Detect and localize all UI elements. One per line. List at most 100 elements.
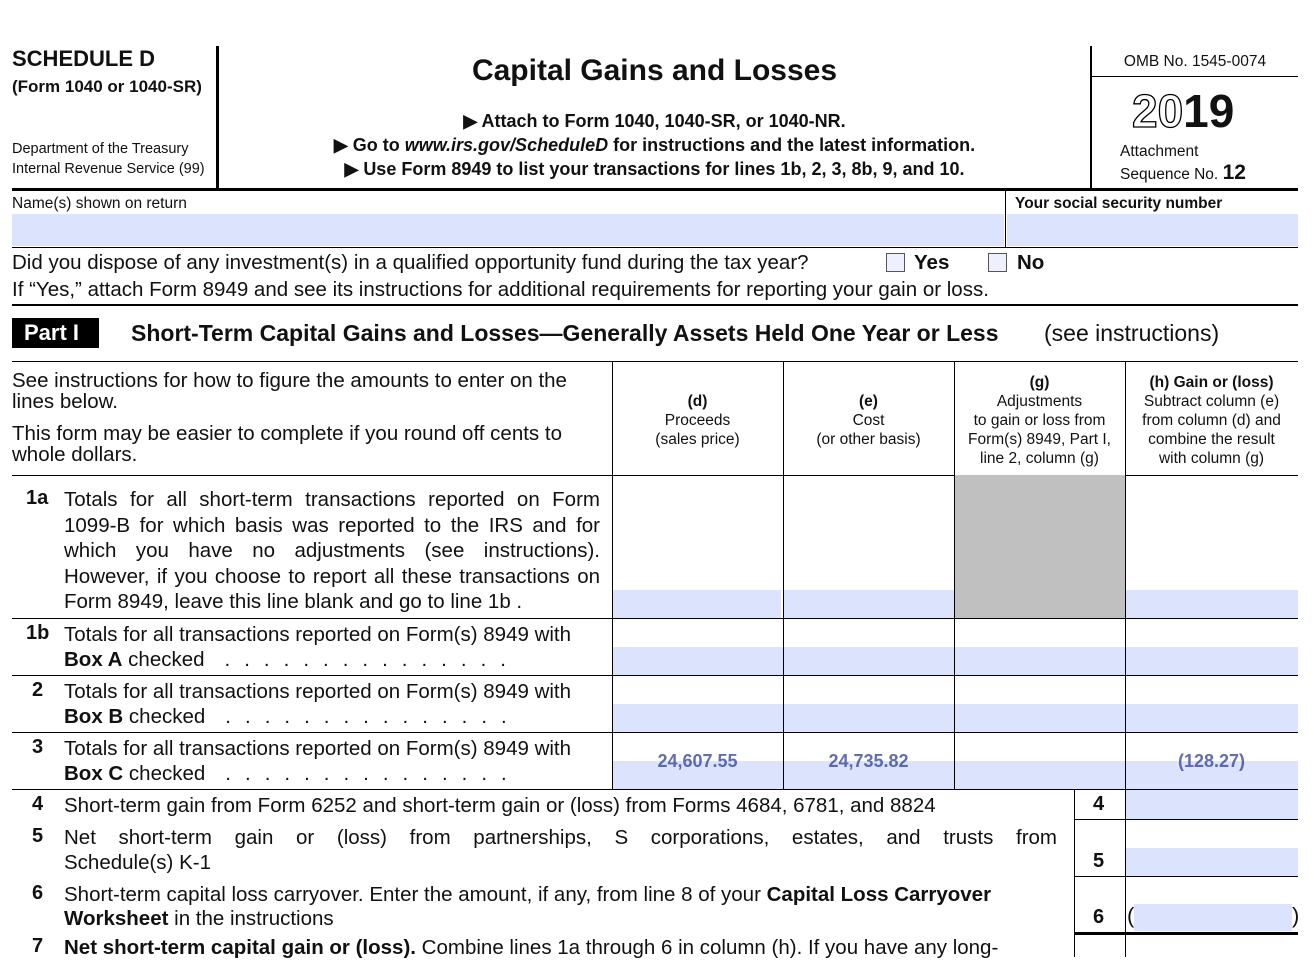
line-3-text: Totals for all transactions reported on …: [64, 737, 572, 760]
line-2-text: Totals for all transactions reported on …: [64, 680, 572, 703]
line-1b-text: Totals for all transactions reported on …: [64, 623, 572, 646]
yes-label: Yes: [914, 251, 950, 274]
line-3-checked: checked: [123, 762, 206, 785]
col-g-l4: line 2, column (g): [980, 450, 1099, 467]
col-d-letter: (d): [687, 393, 708, 410]
line-4-number: 4: [32, 793, 44, 815]
omb-number: OMB No. 1545-0074: [1123, 53, 1267, 70]
col-h-header: (h) Gain or (loss) Subtract column (e) fro…: [1125, 373, 1298, 468]
no-label: No: [1017, 251, 1045, 274]
col-h-l3: combine the result: [1148, 431, 1275, 448]
form-ref: (Form 1040 or 1040-SR): [12, 77, 202, 96]
line-7-text: Net short-term capital gain or (loss). C…: [64, 935, 998, 960]
sequence-label: Sequence No. 12: [1120, 161, 1246, 185]
box-b: Box B: [64, 705, 124, 728]
qof-question: Did you dispose of any investment(s) in …: [12, 251, 809, 274]
part-note: (see instructions): [1044, 320, 1220, 346]
fields-1b[interactable]: [613, 647, 1298, 675]
irs-label: Internal Revenue Service (99): [12, 161, 205, 177]
line-3-text2: Box C checked...............: [64, 762, 521, 785]
fields-2[interactable]: [613, 704, 1298, 732]
line-1a-text: Totals for all short-term transactions r…: [64, 488, 600, 613]
year-bold: 19: [1183, 85, 1235, 137]
col-g-l2: to gain or loss from: [973, 412, 1106, 429]
line-6-text2b: in the instructions: [168, 907, 334, 930]
worksheet-label: Worksheet: [64, 907, 169, 930]
col-e-header: (e) Cost (or other basis): [783, 392, 954, 449]
year-outline: 20: [1131, 84, 1184, 137]
intro-2: This form may be easier to complete if y…: [12, 422, 562, 466]
no-checkbox[interactable]: [988, 253, 1007, 272]
box-a: Box A: [64, 648, 123, 671]
yes-checkbox[interactable]: [886, 253, 905, 272]
sequence-number: 12: [1222, 161, 1246, 184]
box-c: Box C: [64, 762, 124, 785]
col-e-l2: (or other basis): [816, 431, 921, 448]
tax-year: 2019: [1131, 84, 1235, 138]
field-line-6[interactable]: [1134, 904, 1292, 931]
line-1b-checked: checked: [122, 648, 205, 671]
dept-label: Department of the Treasury: [12, 141, 189, 157]
line-4-box-number: 4: [1093, 793, 1105, 815]
line-7-number: 7: [32, 935, 44, 957]
col-h-l2: from column (d) and: [1142, 412, 1281, 429]
qof-note: If “Yes,” attach Form 8949 and see its i…: [12, 278, 989, 301]
line-6-text-a: Short-term capital loss carryover. Enter…: [64, 883, 767, 906]
line-6-text2: Worksheet in the instructions: [64, 906, 334, 931]
line-6-text-b: Capital Loss Carryover: [766, 883, 992, 906]
line-3-number: 3: [32, 736, 44, 758]
field-1a-d[interactable]: [613, 590, 781, 618]
line-7-rest: Combine lines 1a through 6 in column (h)…: [415, 936, 999, 959]
col-g-letter: (g): [1029, 374, 1050, 391]
col-h-l4: with column (g): [1158, 450, 1265, 467]
shaded-cell-1a-g: [954, 475, 1125, 618]
line-1b-text2: Box A checked...............: [64, 648, 520, 671]
form-title: Capital Gains and Losses: [471, 54, 838, 87]
line-5-number: 5: [32, 825, 44, 847]
line-7-bold: Net short-term capital gain or (loss).: [64, 936, 416, 959]
line3-proceeds[interactable]: 24,607.55: [657, 751, 738, 771]
instruction-2: ▶ Go to www.irs.gov/ScheduleD for instru…: [219, 135, 1090, 156]
col-g-l1: Adjustments: [996, 393, 1083, 410]
line-4-text: Short-term gain from Form 6252 and short…: [64, 794, 936, 817]
line-2-checked: checked: [123, 705, 206, 728]
line3-gain-loss[interactable]: (128.27): [1177, 751, 1246, 771]
line-2-number: 2: [32, 679, 44, 701]
names-input[interactable]: [12, 214, 1004, 246]
col-g-l3: Form(s) 8949, Part I,: [968, 431, 1111, 448]
schedule-label: SCHEDULE D: [12, 46, 156, 71]
col-h-letter: (h) Gain or (loss): [1149, 374, 1274, 391]
sequence-text: Sequence No.: [1120, 166, 1219, 183]
field-line-4[interactable]: [1126, 790, 1298, 819]
line-6-text: Short-term capital loss carryover. Enter…: [64, 882, 991, 907]
field-1a-e[interactable]: [784, 590, 954, 618]
part-title: Short-Term Capital Gains and Losses—Gene…: [131, 320, 999, 346]
line-1a-number: 1a: [26, 487, 49, 509]
instr2-post: for instructions and the latest informat…: [608, 135, 976, 155]
col-d-header: (d) Proceeds (sales price): [612, 392, 783, 449]
names-label: Name(s) shown on return: [12, 195, 187, 212]
intro-1: See instructions for how to figure the a…: [12, 369, 567, 413]
fields-3[interactable]: [613, 761, 1298, 789]
line-6-box-number: 6: [1093, 906, 1105, 928]
line-2-text2: Box B checked...............: [64, 705, 521, 728]
instr2-pre: ▶ Go to: [333, 135, 405, 155]
col-e-letter: (e): [859, 393, 878, 410]
attachment-label: Attachment: [1120, 143, 1199, 160]
field-1a-h[interactable]: [1126, 590, 1298, 618]
irs-link[interactable]: www.irs.gov/ScheduleD: [404, 135, 609, 155]
ssn-input[interactable]: [1007, 214, 1298, 246]
col-d-l2: (sales price): [655, 431, 740, 448]
part-badge: Part I: [12, 318, 99, 348]
ssn-label: Your social security number: [1015, 195, 1223, 212]
line-1b-number: 1b: [26, 622, 50, 644]
line3-cost[interactable]: 24,735.82: [828, 751, 909, 771]
col-e-l1: Cost: [852, 412, 885, 429]
instruction-1: ▶ Attach to Form 1040, 1040-SR, or 1040-…: [463, 111, 846, 131]
col-d-l1: Proceeds: [664, 412, 731, 429]
line-5-box-number: 5: [1093, 850, 1105, 872]
col-g-header: (g) Adjustments to gain or loss from Form(s…: [954, 373, 1125, 468]
instruction-3: ▶ Use Form 8949 to list your transaction…: [344, 159, 965, 179]
field-line-5[interactable]: [1126, 848, 1298, 876]
line-5-text2: Schedule(s) K-1: [64, 851, 211, 874]
